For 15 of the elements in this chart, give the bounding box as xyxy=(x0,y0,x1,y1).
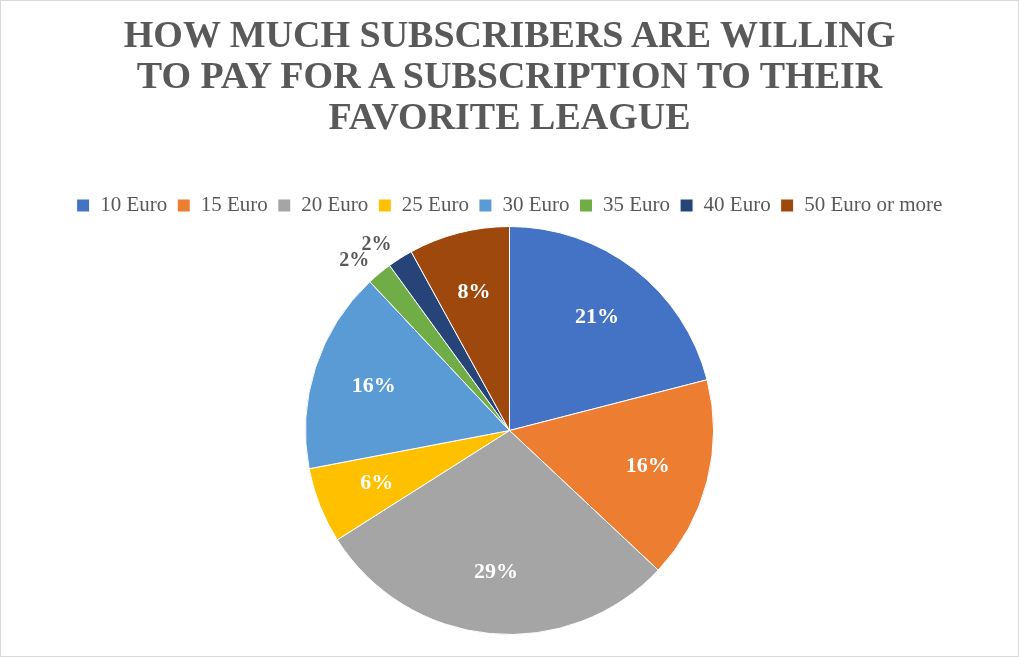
legend-label: 30 Euro xyxy=(502,192,570,217)
legend-label: 40 Euro xyxy=(703,192,771,217)
legend-label: 10 Euro xyxy=(100,192,168,217)
data-label: 8% xyxy=(457,277,491,303)
data-label: 16% xyxy=(351,372,396,398)
legend-label: 35 Euro xyxy=(603,192,671,217)
data-label: 29% xyxy=(474,558,519,584)
legend-label: 20 Euro xyxy=(301,192,369,217)
chart-title: HOW MUCH SUBSCRIBERS ARE WILLING TO PAY FOR A SUBSCRIPTION TO THEIR FAVORITE LEAGUE xyxy=(122,13,897,137)
data-label: 16% xyxy=(625,451,670,477)
legend-label: 50 Euro or more xyxy=(804,192,943,217)
legend-label: 15 Euro xyxy=(200,192,268,217)
data-label: 21% xyxy=(575,303,620,329)
data-label: 6% xyxy=(360,468,394,494)
legend-label: 25 Euro xyxy=(401,192,469,217)
